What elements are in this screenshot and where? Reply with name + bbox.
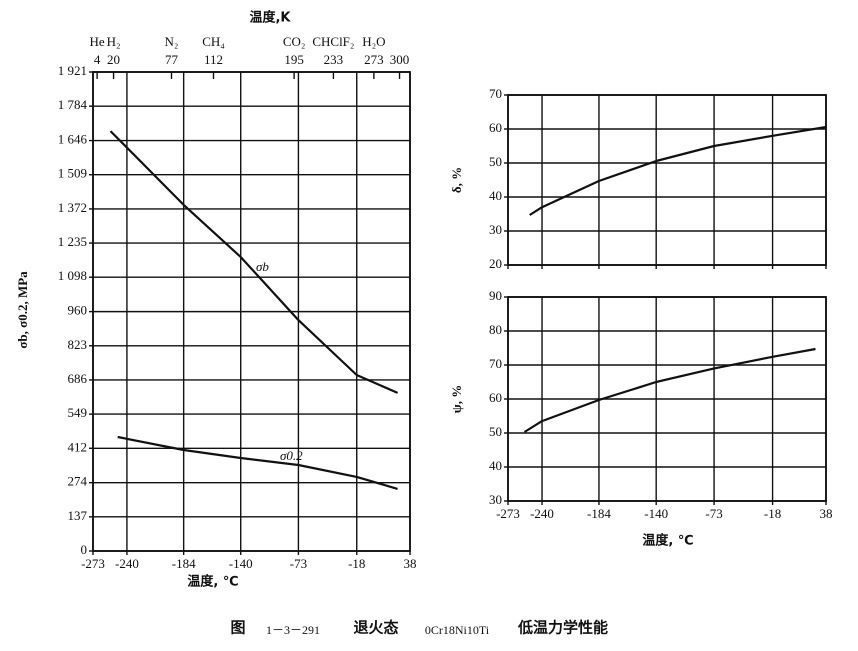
x-tick-label: -18: [348, 556, 365, 571]
x-axis-title: 温度, ℃: [187, 574, 238, 590]
data-line: [523, 347, 816, 433]
y-tick-label: 70: [489, 86, 502, 101]
top-tick-label: 77: [165, 52, 179, 67]
caption-number: 1－3－291: [266, 623, 320, 637]
y-tick-label: 30: [489, 222, 502, 237]
data-line: [109, 130, 399, 394]
x-tick-label: -184: [172, 556, 196, 571]
y-tick-label: 823: [68, 337, 88, 352]
x-tick-label: -273: [81, 556, 105, 571]
y-axis-title: δ, %: [449, 167, 464, 193]
y-tick-label: 90: [489, 288, 502, 303]
caption-figure: 图: [230, 619, 245, 637]
y-tick-label: 70: [489, 356, 502, 371]
y-tick-label: 960: [68, 303, 88, 318]
top-tick-label: 195: [284, 52, 304, 67]
substance-label: CO₂: [283, 34, 306, 49]
caption-material: 0Cr18Ni10Ti: [425, 623, 490, 637]
y-tick-label: 1 235: [58, 234, 87, 249]
substance-label: H₂O: [362, 34, 385, 49]
x-tick-label: 38: [820, 506, 833, 521]
top-tick-label: 112: [204, 52, 223, 67]
y-tick-label: 1 098: [58, 268, 87, 283]
y-tick-label: 60: [489, 390, 502, 405]
top-tick-label: 20: [107, 52, 120, 67]
x-tick-label: -140: [229, 556, 253, 571]
x-tick-label: -140: [644, 506, 668, 521]
y-tick-label: 549: [68, 405, 88, 420]
y-tick-label: 0: [81, 542, 88, 557]
series-label: σb: [256, 259, 269, 274]
y-tick-label: 50: [489, 424, 502, 439]
top-axis-title: 温度,K: [249, 10, 291, 26]
y-tick-label: 40: [489, 188, 502, 203]
y-axis-title: ψ, %: [449, 385, 464, 413]
x-tick-label: -184: [587, 506, 611, 521]
top-tick-label: 273: [364, 52, 384, 67]
y-tick-label: 20: [489, 256, 502, 271]
x-axis-title: 温度, ℃: [642, 533, 693, 549]
y-tick-label: 40: [489, 458, 502, 473]
x-tick-label: -18: [764, 506, 781, 521]
y-tick-label: 30: [489, 492, 502, 507]
y-tick-label: 1 784: [58, 97, 88, 112]
y-tick-label: 274: [68, 474, 88, 489]
caption-state: 退火态: [353, 619, 398, 637]
y-tick-label: 80: [489, 322, 502, 337]
y-tick-label: 1 921: [58, 63, 87, 78]
y-tick-label: 1 646: [58, 132, 88, 147]
y-tick-label: 137: [68, 508, 88, 523]
substance-label: CHClF₂: [312, 34, 354, 49]
x-tick-label: -73: [705, 506, 722, 521]
caption-property: 低温力学性能: [517, 619, 608, 637]
y-tick-label: 50: [489, 154, 502, 169]
x-tick-label: 38: [404, 556, 417, 571]
substance-label: He: [90, 34, 105, 49]
x-tick-label: -240: [115, 556, 139, 571]
substance-label: H₂: [107, 34, 121, 49]
substance-label: N₂: [165, 34, 179, 49]
y-tick-label: 60: [489, 120, 502, 135]
series-label: σ0.2: [280, 448, 303, 463]
top-tick-label: 300: [390, 52, 410, 67]
top-tick-label: 233: [324, 52, 344, 67]
substance-label: CH₄: [202, 34, 225, 49]
y-tick-label: 412: [68, 439, 88, 454]
y-tick-label: 686: [68, 371, 88, 386]
top-tick-label: 4: [94, 52, 101, 67]
data-line: [529, 125, 827, 216]
data-line: [117, 435, 398, 490]
x-tick-label: -73: [290, 556, 307, 571]
y-axis-title: σb, σ0.2, MPa: [15, 271, 30, 349]
x-tick-label: -240: [530, 506, 554, 521]
y-tick-label: 1 509: [58, 166, 87, 181]
y-tick-label: 1 372: [58, 200, 87, 215]
x-tick-label: -273: [496, 506, 520, 521]
